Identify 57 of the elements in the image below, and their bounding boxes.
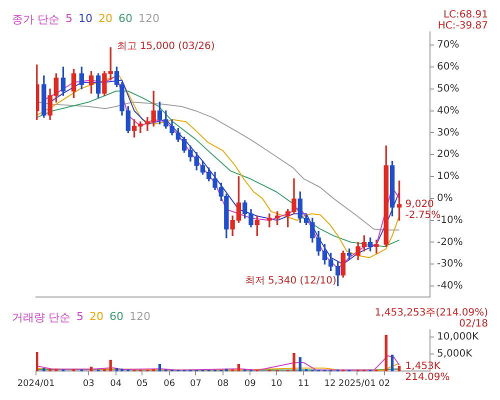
bar: [120, 368, 124, 372]
y-tick-label: 50%: [437, 84, 460, 95]
y-tick-label: -40%: [437, 280, 463, 292]
x-tick-label: 12: [324, 378, 336, 389]
y-tick-label: -30%: [437, 258, 463, 270]
bar: [292, 353, 296, 372]
y-tick-label: 20%: [437, 149, 460, 160]
text: 02/18: [459, 318, 488, 330]
bar: [298, 357, 302, 372]
annotation: 1,453K: [405, 360, 441, 372]
text: 5: [66, 12, 72, 27]
x-tick-label: 03: [82, 378, 94, 389]
text: HC:-39.87: [438, 20, 488, 32]
bar: [390, 354, 394, 372]
text: 5: [76, 310, 84, 325]
annotation: 최저 5,340 (12/10): [244, 276, 337, 287]
bar: [115, 368, 118, 372]
legend-title: 종가 단순: [12, 12, 60, 27]
y-tick-label: 0%: [437, 193, 453, 204]
text: LC:68.91: [443, 10, 488, 21]
text: 20: [98, 12, 112, 27]
annotation: 최고 15,000 (03/26): [116, 41, 215, 52]
x-tick-label: 10: [270, 378, 282, 389]
x-tick-label: 07: [190, 378, 202, 389]
x-tick-label: 04: [110, 378, 122, 389]
x-tick-label: 08: [217, 378, 229, 389]
x-tick-label: 09: [244, 378, 256, 389]
y-tick-label: 30%: [437, 127, 460, 138]
x-tick-label: 06: [164, 378, 176, 389]
text: 120: [130, 310, 150, 325]
text: 10: [78, 12, 92, 27]
y-tick-label: -20%: [437, 236, 463, 248]
text: 60: [118, 12, 132, 27]
annotation: 9,020: [405, 199, 434, 210]
bar: [158, 364, 162, 372]
legend-title: 거래량 단순: [12, 310, 70, 325]
x-tick-label: 02: [378, 378, 390, 389]
text: 20: [90, 310, 104, 325]
y-tick-label: 40%: [437, 105, 460, 116]
y-tick-label: 70%: [437, 40, 460, 51]
x-tick-label: 05: [136, 378, 148, 389]
text: 1,453,253주(214.09%): [374, 308, 488, 319]
text: 60: [110, 310, 124, 325]
x-tick-label: 11: [298, 378, 310, 389]
x-tick-label: 2024/01: [17, 378, 55, 389]
y-tick-label: 10,000K: [437, 331, 479, 342]
y-tick-label: 10%: [437, 171, 460, 182]
y-tick-label: 5,000K: [437, 348, 473, 360]
x-tick-label: 2025/01: [338, 378, 376, 389]
text: 120: [138, 12, 160, 27]
bar: [109, 360, 112, 372]
y-tick-label: 60%: [437, 62, 460, 73]
bar: [384, 334, 388, 372]
bar: [42, 368, 46, 372]
bar: [237, 364, 240, 372]
annotation: -2.75%: [405, 210, 441, 222]
annotation: 214.09%: [405, 372, 450, 383]
